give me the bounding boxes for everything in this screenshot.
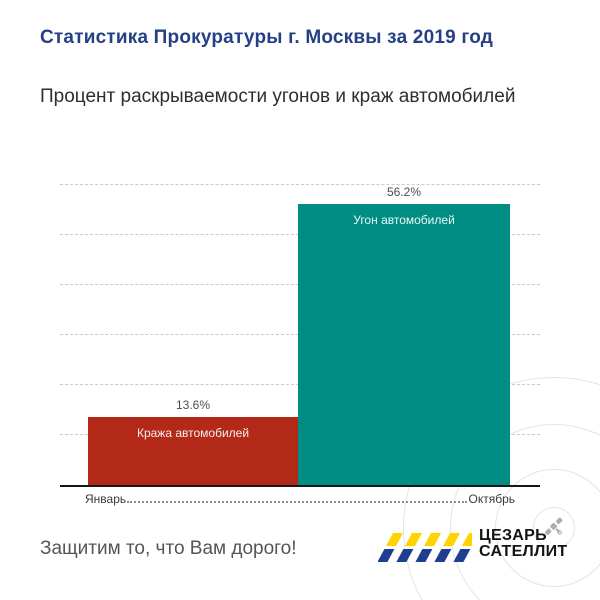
logo-line2: САТЕЛЛИТ bbox=[479, 543, 568, 560]
dot-leader bbox=[127, 501, 468, 503]
gridline bbox=[60, 184, 540, 185]
bar-value-label: 56.2% bbox=[386, 185, 422, 199]
bar-group-krazha: 13.6% Кража автомобилей bbox=[88, 398, 298, 485]
bar-value-label: 13.6% bbox=[175, 398, 211, 412]
bar-group-ugon: 56.2% Угон автомобилей bbox=[298, 185, 510, 485]
bar-category-label: Кража автомобилей bbox=[136, 426, 250, 440]
blue-stripes bbox=[378, 549, 471, 562]
bar-category-label: Угон автомобилей bbox=[353, 213, 455, 227]
logo-line1: ЦЕЗАРЬ bbox=[479, 527, 547, 544]
x-axis-labels: Январь Октябрь bbox=[85, 492, 515, 506]
page-title: Статистика Прокуратуры г. Москвы за 2019… bbox=[40, 27, 494, 48]
logo-text: ЦЕЗАРЬ САТЕЛЛИТ bbox=[479, 528, 568, 560]
bar-ugon: Угон автомобилей bbox=[298, 204, 510, 485]
slogan-text: Защитим то, что Вам дорого! bbox=[40, 538, 297, 559]
satellite-icon bbox=[544, 517, 563, 536]
bar-krazha: Кража автомобилей bbox=[88, 417, 298, 485]
x-axis-label-right: Октябрь bbox=[468, 492, 515, 506]
logo-stripes-icon bbox=[378, 533, 472, 562]
yellow-stripes bbox=[386, 533, 472, 546]
plot-area: 13.6% Кража автомобилей 56.2% Угон автом… bbox=[60, 184, 540, 487]
brand-logo: ЦЕЗАРЬ САТЕЛЛИТ bbox=[378, 528, 568, 563]
chart-subtitle: Процент раскрываемости угонов и краж авт… bbox=[40, 86, 516, 107]
x-axis-label-left: Январь bbox=[85, 492, 127, 506]
